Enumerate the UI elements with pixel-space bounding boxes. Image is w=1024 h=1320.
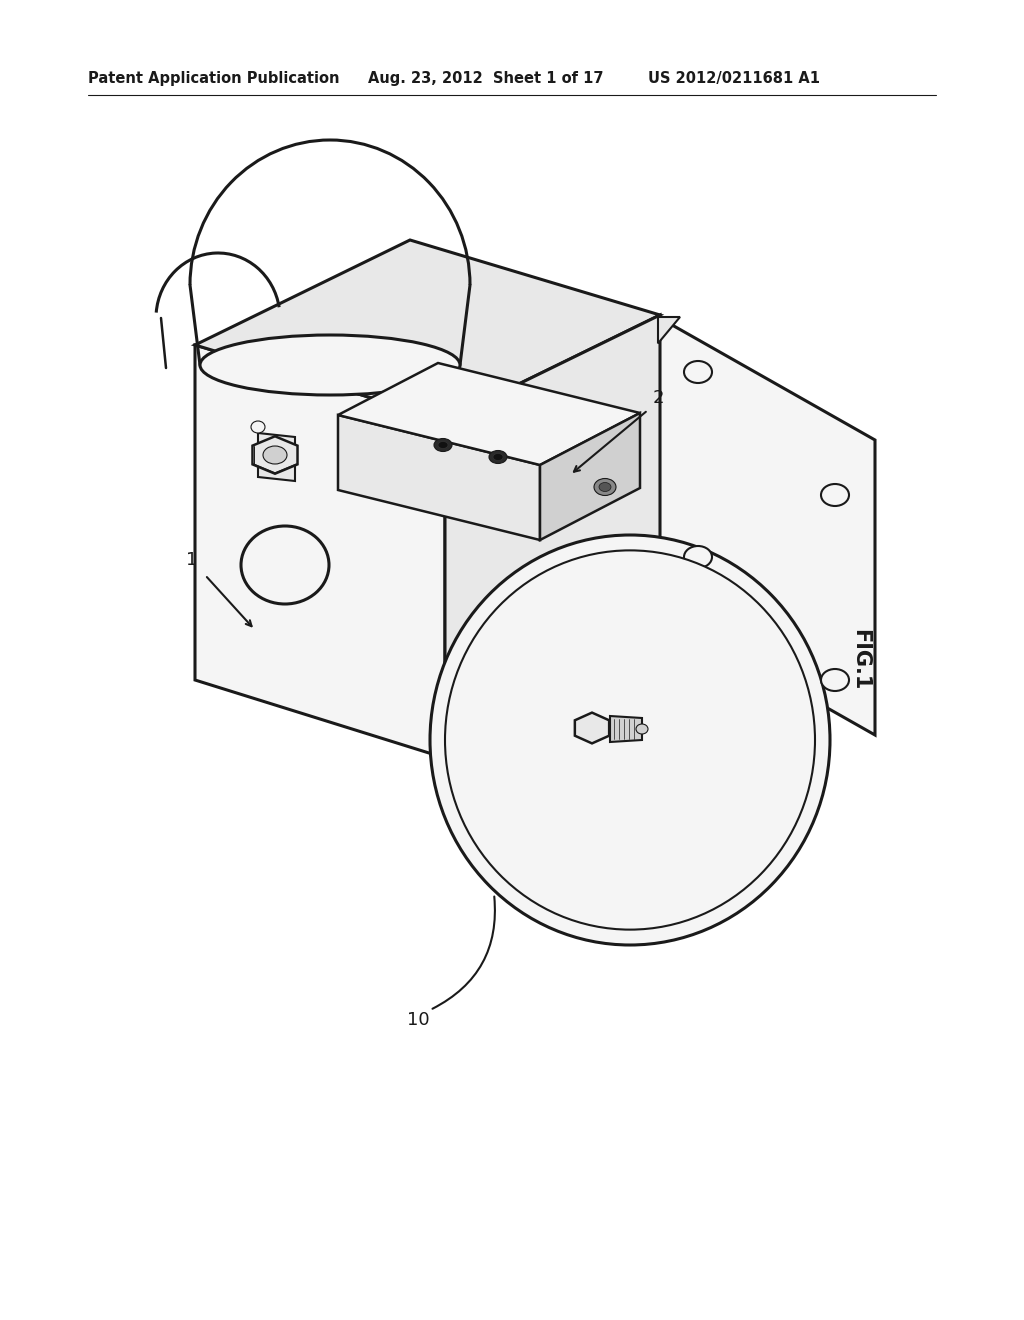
Text: 2: 2: [652, 389, 664, 407]
Polygon shape: [574, 713, 609, 743]
Ellipse shape: [438, 441, 449, 449]
Ellipse shape: [821, 484, 849, 506]
Ellipse shape: [241, 525, 329, 605]
Ellipse shape: [684, 546, 712, 568]
Ellipse shape: [493, 454, 503, 461]
Polygon shape: [445, 315, 660, 758]
Ellipse shape: [263, 446, 287, 465]
Ellipse shape: [445, 550, 815, 929]
Polygon shape: [338, 363, 640, 465]
Ellipse shape: [200, 335, 460, 395]
Polygon shape: [253, 437, 298, 474]
Polygon shape: [338, 414, 540, 540]
Polygon shape: [658, 317, 680, 343]
Ellipse shape: [434, 438, 452, 451]
Text: Aug. 23, 2012  Sheet 1 of 17: Aug. 23, 2012 Sheet 1 of 17: [368, 70, 603, 86]
Ellipse shape: [594, 479, 616, 495]
Ellipse shape: [430, 535, 830, 945]
Polygon shape: [258, 433, 295, 480]
Polygon shape: [540, 413, 640, 540]
Polygon shape: [658, 317, 874, 735]
Ellipse shape: [636, 723, 648, 734]
Ellipse shape: [684, 360, 712, 383]
Text: FIG.1: FIG.1: [850, 630, 870, 690]
Text: 1: 1: [186, 550, 198, 569]
Ellipse shape: [251, 421, 265, 433]
Polygon shape: [195, 240, 660, 420]
Ellipse shape: [599, 483, 611, 491]
Ellipse shape: [489, 450, 507, 463]
Polygon shape: [195, 345, 445, 758]
Ellipse shape: [821, 669, 849, 690]
Polygon shape: [610, 715, 642, 742]
Text: 10: 10: [407, 1011, 429, 1030]
Text: US 2012/0211681 A1: US 2012/0211681 A1: [648, 70, 820, 86]
Text: Patent Application Publication: Patent Application Publication: [88, 70, 340, 86]
